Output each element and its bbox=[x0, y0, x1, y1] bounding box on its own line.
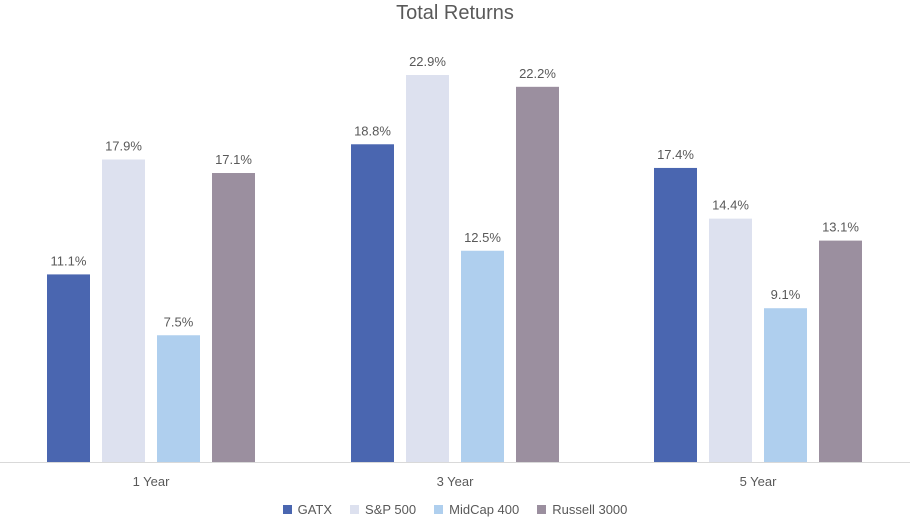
bar-gatx-3-year bbox=[351, 144, 394, 462]
x-tick-label: 1 Year bbox=[133, 474, 171, 489]
data-label: 18.8% bbox=[354, 123, 391, 138]
data-label: 17.9% bbox=[105, 138, 142, 153]
legend-label: Russell 3000 bbox=[552, 502, 628, 517]
legend-item: S&P 500 bbox=[350, 502, 416, 517]
bar-s-p-500-1-year bbox=[102, 159, 145, 463]
data-label: 22.9% bbox=[409, 54, 446, 69]
bar-gatx-5-year bbox=[654, 167, 697, 462]
legend-swatch bbox=[282, 505, 292, 514]
data-label: 11.1% bbox=[51, 253, 87, 268]
bar-midcap-400-5-year bbox=[764, 308, 807, 462]
legend-swatch bbox=[537, 505, 547, 514]
bar-russell-3000-5-year bbox=[819, 240, 862, 462]
bar-russell-3000-1-year bbox=[212, 173, 255, 462]
data-label: 13.1% bbox=[822, 220, 859, 235]
legend-label: GATX bbox=[297, 502, 333, 517]
data-label: 22.2% bbox=[519, 66, 556, 81]
x-tick-label: 5 Year bbox=[740, 474, 778, 489]
data-label: 17.4% bbox=[657, 147, 694, 162]
data-label: 12.5% bbox=[464, 230, 501, 245]
data-label: 14.4% bbox=[712, 198, 749, 213]
chart-title: Total Returns bbox=[396, 2, 514, 24]
bar-s-p-500-5-year bbox=[709, 218, 752, 462]
bar-midcap-400-3-year bbox=[461, 250, 504, 462]
legend-item: Russell 3000 bbox=[537, 502, 627, 517]
legend-swatch bbox=[350, 505, 360, 514]
data-label: 7.5% bbox=[164, 314, 194, 329]
bar-russell-3000-3-year bbox=[516, 86, 559, 462]
bar-s-p-500-3-year bbox=[406, 74, 449, 463]
bar-midcap-400-1-year bbox=[157, 335, 200, 462]
legend-swatch bbox=[434, 505, 444, 514]
legend-item: GATX bbox=[282, 502, 333, 517]
x-tick-label: 3 Year bbox=[437, 474, 475, 489]
legend-item: MidCap 400 bbox=[434, 502, 519, 517]
bar-gatx-1-year bbox=[47, 274, 90, 462]
legend-label: MidCap 400 bbox=[449, 502, 520, 517]
plot-area: 11.1% 17.9% 7.5% 17.1% 1 Year 18.8% 22.9% 12.5%… bbox=[0, 54, 910, 489]
data-label: 9.1% bbox=[771, 287, 801, 302]
data-label: 17.1% bbox=[215, 152, 252, 167]
legend: GATX S&P 500 MidCap 400 Russell 3000 bbox=[0, 502, 910, 517]
legend-label: S&P 500 bbox=[365, 502, 417, 517]
